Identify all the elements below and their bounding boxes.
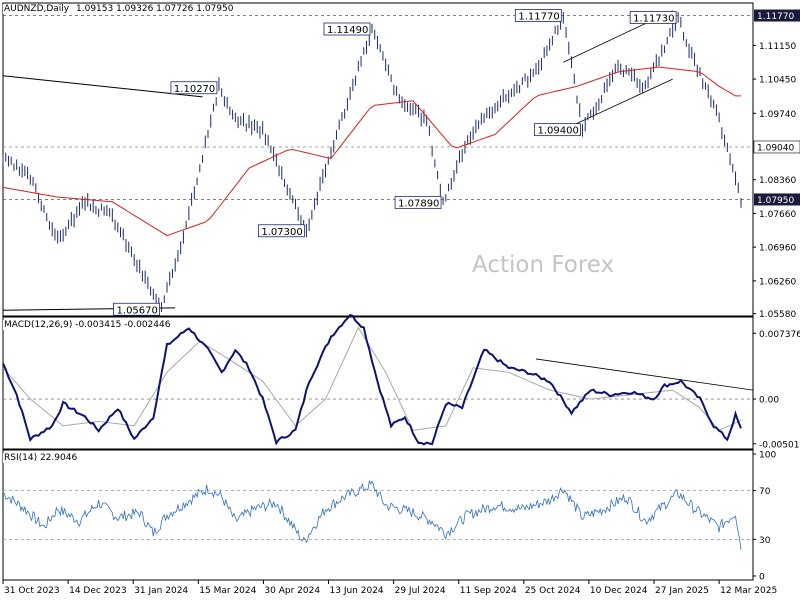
price-axis-label: 1.09740 bbox=[759, 110, 796, 120]
x-axis-label: 10 Dec 2024 bbox=[590, 586, 648, 596]
price-axis-label: 1.10450 bbox=[759, 76, 796, 86]
x-axis-label: 11 Sep 2024 bbox=[460, 586, 517, 596]
annotation-box bbox=[534, 123, 581, 137]
annotation-label: 1.11770 bbox=[518, 12, 559, 23]
macd-pane-frame bbox=[2, 316, 754, 450]
annotation-label: 1.11490 bbox=[327, 25, 368, 36]
annotation-box bbox=[323, 22, 371, 36]
x-axis-label: 31 Jan 2024 bbox=[134, 586, 188, 596]
ohlc-values: 1.09153 1.09326 1.07726 1.07950 bbox=[76, 4, 234, 14]
annotation-label: 1.07890 bbox=[398, 198, 439, 209]
x-axis-label: 31 Oct 2023 bbox=[4, 586, 60, 596]
price-annotation: 1.05670 bbox=[113, 302, 160, 316]
macd-trend-line bbox=[535, 358, 754, 391]
price-level-badge bbox=[754, 9, 800, 22]
price-annotation: 1.11770 bbox=[514, 9, 562, 23]
rsi-axis-label: 30 bbox=[759, 536, 771, 546]
resistance-trend-line bbox=[2, 75, 203, 98]
x-axis-label: 27 Jan 2025 bbox=[655, 586, 709, 596]
annotation-label: 1.07300 bbox=[261, 227, 302, 238]
annotation-box bbox=[629, 11, 677, 24]
price-axis-label: 1.05580 bbox=[759, 310, 796, 320]
moving-average-line bbox=[2, 66, 741, 237]
x-axis-label: 13 Jun 2024 bbox=[330, 586, 384, 596]
grid-lines bbox=[3, 15, 753, 540]
rsi-pane-frame bbox=[2, 449, 754, 581]
annotation-box bbox=[257, 224, 305, 238]
annotation-label: 1.11730 bbox=[633, 13, 674, 24]
price-annotation: 1.11730 bbox=[629, 11, 677, 24]
price-annotation: 1.11490 bbox=[323, 22, 371, 36]
x-axis-labels: 31 Oct 2023 14 Dec 2023 31 Jan 2024 15 Mar … bbox=[2, 580, 777, 596]
price-bars bbox=[2, 11, 742, 313]
watermark: Action Forex bbox=[472, 252, 614, 278]
annotation-label: 1.10270 bbox=[174, 84, 215, 95]
price-axis-label: 1.11150 bbox=[759, 42, 796, 52]
price-axis-label: 1.07660 bbox=[759, 210, 796, 220]
price-axis-label: 1.07950 bbox=[757, 196, 794, 206]
price-annotation: 1.07300 bbox=[257, 224, 305, 238]
x-axis-label: 15 Mar 2024 bbox=[199, 586, 256, 596]
annotation-box bbox=[113, 302, 160, 316]
annotation-label: 1.05670 bbox=[117, 305, 158, 316]
price-axis-label: 1.06960 bbox=[759, 244, 796, 254]
annotation-box bbox=[514, 9, 562, 22]
macd-axis-label: 0.00 bbox=[759, 396, 779, 406]
rsi-line bbox=[2, 479, 742, 550]
price-axis-label: 1.09040 bbox=[757, 143, 794, 153]
rsi-axis-label: 100 bbox=[759, 451, 776, 461]
rsi-pane-title: RSI(14) 22.9046 bbox=[3, 453, 79, 463]
price-annotation: 1.09400 bbox=[534, 123, 581, 137]
x-axis-label: 29 Jul 2024 bbox=[395, 586, 446, 596]
x-axis-label: 12 Mar 2025 bbox=[720, 586, 777, 596]
price-axis-label: 1.11770 bbox=[757, 12, 794, 22]
macd-axis-label: 0.007376 bbox=[759, 330, 800, 340]
macd-pane-title: MACD(12,26,9) -0.003415 -0.002446 bbox=[3, 320, 172, 330]
x-axis-label: 14 Dec 2023 bbox=[69, 586, 127, 596]
annotation-box bbox=[394, 195, 442, 209]
price-annotation: 1.07890 bbox=[394, 195, 442, 209]
annotation-label: 1.09400 bbox=[537, 126, 578, 137]
price-level-badge bbox=[754, 193, 800, 206]
price-axis-label: 1.06260 bbox=[759, 277, 796, 287]
x-axis-label: 30 Apr 2024 bbox=[264, 586, 320, 596]
price-level-badge bbox=[753, 140, 800, 154]
price-annotations: 1.11490 1.10270 1.07300 1.05670 1.07890 1.117… bbox=[113, 9, 677, 316]
y-axis-labels: 1.11770 1.11150 1.10450 1.09740 1.09040 1.083… bbox=[753, 9, 800, 583]
price-annotation: 1.10270 bbox=[170, 81, 218, 95]
symbol-label: AUDNZD,Daily bbox=[4, 4, 70, 14]
x-axis-label: 25 Oct 2024 bbox=[525, 586, 581, 596]
price-axis-label: 1.08360 bbox=[759, 176, 796, 186]
macd-axis-label: -0.005018 bbox=[759, 440, 800, 450]
price-pane-title: AUDNZD,Daily 1.09153 1.09326 1.07726 1.0… bbox=[3, 4, 235, 14]
rsi-axis-label: 70 bbox=[759, 487, 771, 497]
channel-lower-line bbox=[563, 78, 673, 131]
macd-line bbox=[2, 313, 742, 446]
annotation-box bbox=[170, 81, 218, 95]
rsi-axis-label: 0 bbox=[759, 573, 765, 583]
